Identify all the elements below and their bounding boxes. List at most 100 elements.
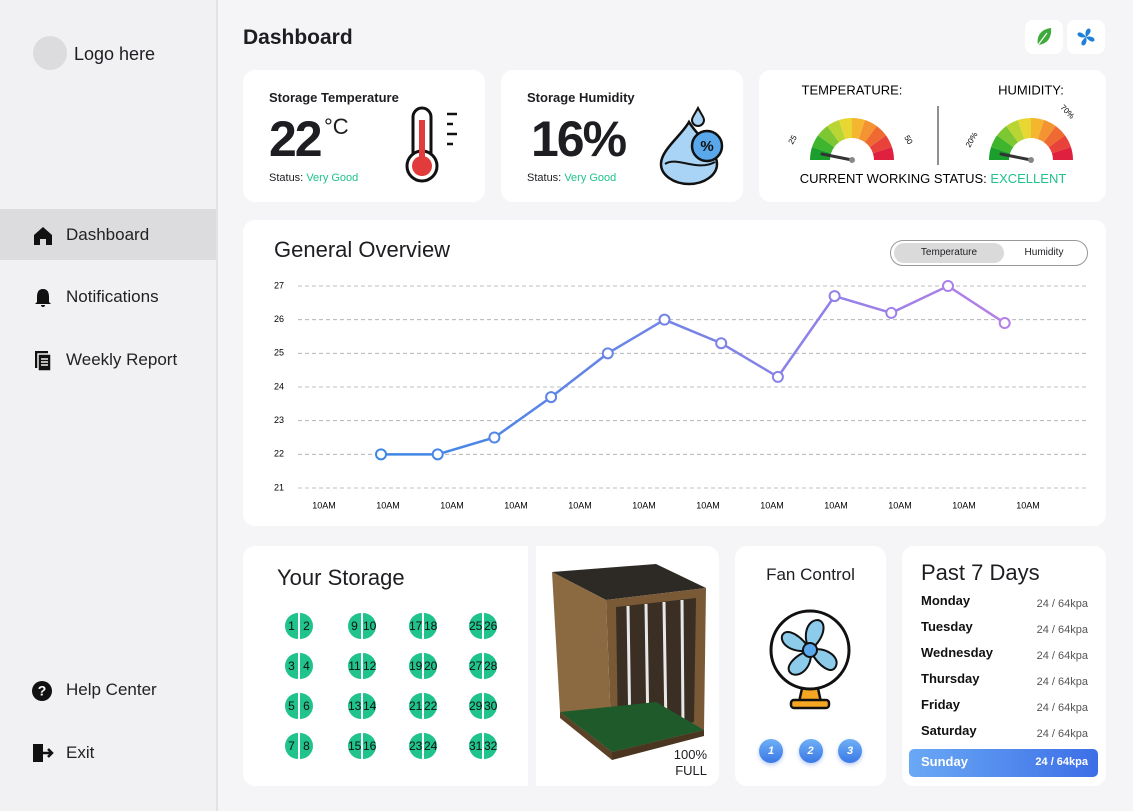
past-days-card: Past 7 Days Monday 24 / 64kpa Tuesday 24 / … xyxy=(902,546,1106,786)
data-point xyxy=(998,317,1011,330)
gauge-segment xyxy=(1048,135,1071,154)
gauge-needle xyxy=(820,152,854,162)
x-tick-label: 10AM xyxy=(696,500,720,510)
x-tick-label: 10AM xyxy=(952,500,976,510)
gauge-segment xyxy=(1031,118,1044,140)
storage-slot: 1 xyxy=(285,613,298,639)
storage-slot: 15 xyxy=(348,733,361,759)
card-title: Your Storage xyxy=(277,565,405,590)
storage-slot: 23 xyxy=(409,733,422,759)
working-status: CURRENT WORKING STATUS: EXCELLENT xyxy=(800,171,1067,186)
y-tick-label: 26 xyxy=(274,314,284,324)
gauge-min: 20% xyxy=(964,131,980,149)
x-tick-label: 10AM xyxy=(1016,500,1040,510)
fill-label: FULL xyxy=(675,763,707,778)
fan-speed-button[interactable]: 3 xyxy=(838,739,862,763)
y-tick-label: 22 xyxy=(274,449,284,459)
x-tick-label: 10AM xyxy=(568,500,592,510)
tab[interactable]: Humidity xyxy=(1024,247,1064,258)
gauge-max: 50 xyxy=(902,134,915,147)
nav-item[interactable]: Dashboard xyxy=(66,225,150,244)
day-reading: 24 / 64kpa xyxy=(1036,650,1088,662)
nav-item[interactable]: Exit xyxy=(66,743,95,762)
storage-slot: 27 xyxy=(469,653,482,679)
gauge-segment xyxy=(818,126,840,148)
gauge-needle xyxy=(999,152,1033,162)
fan-button[interactable] xyxy=(1067,20,1105,54)
gauge-min: 25 xyxy=(787,133,800,146)
storage-slot: 28 xyxy=(484,653,497,679)
droplet-icon: % xyxy=(659,106,724,186)
y-tick-label: 23 xyxy=(274,415,284,425)
humidity-card: Storage Humidity 16% Status: Very Good % xyxy=(501,70,743,202)
storage-slot: 13 xyxy=(348,693,361,719)
y-tick-label: 25 xyxy=(274,348,284,358)
gauge-segment xyxy=(812,135,835,154)
line-series xyxy=(381,284,1006,456)
fan-speed-button[interactable]: 2 xyxy=(798,739,823,763)
sidebar: Logo here Dashboard Notifications Weekly… xyxy=(0,0,218,811)
gauge-segment xyxy=(997,126,1019,148)
svg-text:?: ? xyxy=(38,683,47,699)
status-value: EXCELLENT xyxy=(990,171,1066,186)
gauge-segment xyxy=(839,118,852,140)
day-label: Tuesday xyxy=(921,619,973,634)
gauge-segment xyxy=(869,135,892,154)
leaf-icon xyxy=(1037,28,1052,46)
storage-slot: 6 xyxy=(300,693,313,719)
fan-icon xyxy=(769,609,851,710)
card-title: Storage Temperature xyxy=(269,90,399,105)
day-reading: 24 / 64kpa xyxy=(1036,728,1088,740)
x-tick-label: 10AM xyxy=(824,500,848,510)
data-point xyxy=(658,313,671,326)
storage-slot: 14 xyxy=(363,693,376,719)
day-reading: 24 / 64kpa xyxy=(1035,756,1088,768)
nav-item[interactable]: Weekly Report xyxy=(66,350,178,369)
gauge-max: 70% xyxy=(1058,103,1076,121)
day-label: Sunday xyxy=(921,754,968,769)
home-icon xyxy=(34,227,52,245)
status-value: Very Good xyxy=(564,172,617,184)
gauge-segment xyxy=(810,147,832,160)
gauge-hub xyxy=(1028,157,1034,163)
gauge-segment xyxy=(864,126,886,148)
data-point xyxy=(488,431,501,444)
nav-item[interactable]: Notifications xyxy=(66,287,159,306)
status-line: Status: Very Good xyxy=(527,172,616,184)
fill-level: 100% xyxy=(673,747,707,762)
card-title: Storage Humidity xyxy=(527,90,635,105)
storage-slot: 19 xyxy=(409,653,422,679)
day-label: Monday xyxy=(921,593,971,608)
page-title: Dashboard xyxy=(243,26,353,49)
fan-speed-button[interactable]: 1 xyxy=(759,739,783,763)
status-label: Status: xyxy=(269,172,304,184)
tab-active[interactable]: Temperature xyxy=(894,243,1004,263)
leaf-button[interactable] xyxy=(1025,20,1063,54)
x-tick-label: 10AM xyxy=(632,500,656,510)
gauge-segment xyxy=(1043,126,1065,148)
status-line: Status: Very Good xyxy=(269,172,358,184)
svg-text:%: % xyxy=(700,138,713,155)
card-title: Fan Control xyxy=(766,565,855,584)
nav-item[interactable]: Help Center xyxy=(66,680,157,699)
day-label: Wednesday xyxy=(921,645,994,660)
fan-small-icon xyxy=(1077,28,1095,46)
storage-slot: 5 xyxy=(285,693,298,719)
storage-card: Your Storage 1 2 3 4 5 6 7 8 9 10 11 12 13 14 15 16 17 18… xyxy=(243,546,528,786)
gauges-card: TEMPERATURE: HUMIDITY: 25 50 20% 70% CUR… xyxy=(759,70,1106,202)
logo-circle xyxy=(33,36,67,70)
x-tick-label: 10AM xyxy=(504,500,528,510)
data-point xyxy=(375,448,387,461)
gauge-segment xyxy=(858,120,877,143)
storage-slot: 8 xyxy=(300,733,313,759)
data-point xyxy=(545,391,558,404)
storage-slot: 10 xyxy=(363,613,376,639)
storage-slot: 12 xyxy=(363,653,376,679)
tab-switch: Temperature Humidity xyxy=(890,240,1088,266)
storage-slot: 22 xyxy=(424,693,437,719)
storage-slot: 11 xyxy=(348,653,361,679)
gauges: TEMPERATURE: HUMIDITY: 25 50 20% 70% CUR… xyxy=(787,82,1077,186)
storage-slot: 29 xyxy=(469,693,482,719)
gauge-label: HUMIDITY: xyxy=(998,82,1064,97)
data-point xyxy=(771,370,784,383)
